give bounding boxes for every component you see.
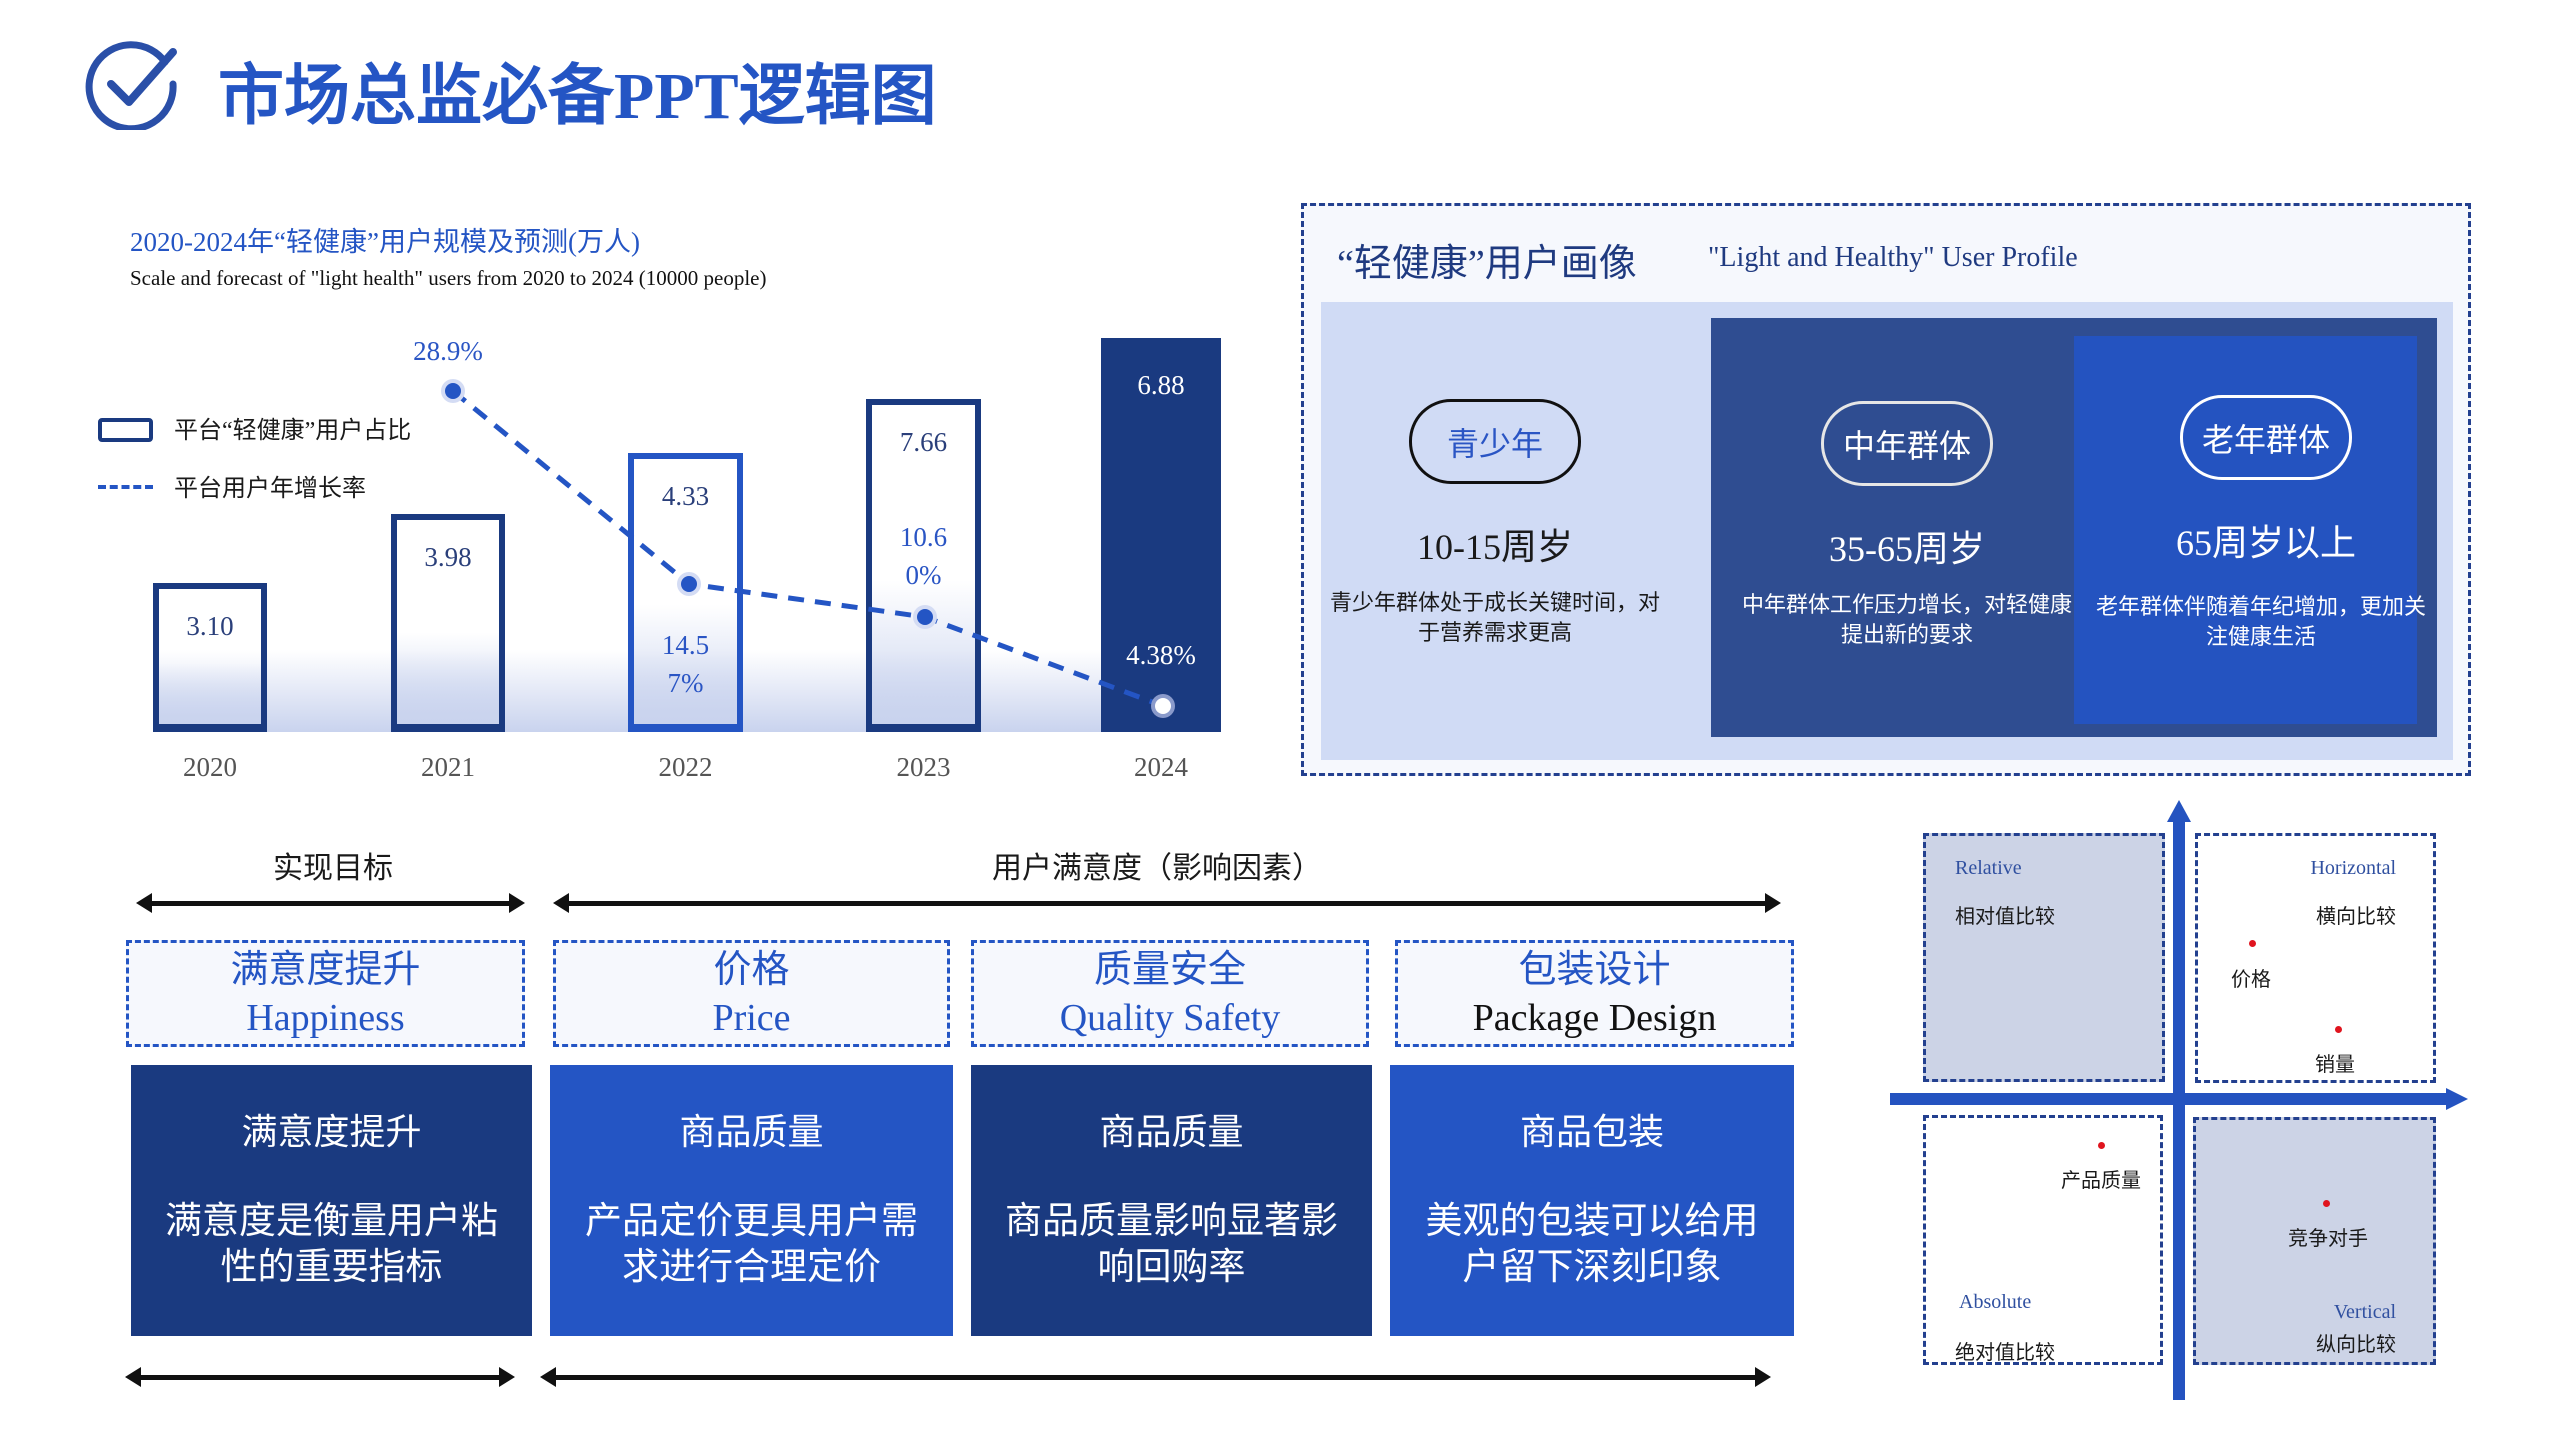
point-dot	[2335, 1026, 2342, 1033]
x-tick-label: 2020	[183, 752, 237, 782]
point-label: 产品质量	[2061, 1170, 2141, 1192]
factor-tag: 满意度提升 Happiness	[126, 940, 525, 1047]
line-point-halo	[441, 379, 465, 403]
bar-2021: 3.98	[391, 514, 505, 732]
quadrant-label-en: Absolute	[1959, 1291, 2032, 1313]
point-label: 竞争对手	[2288, 1228, 2368, 1250]
quadrant-label-cn: 横向比较	[2316, 906, 2396, 928]
chart-subtitle: Scale and forecast of "light health" use…	[130, 266, 767, 290]
bar-value-label: 7.66	[899, 427, 948, 457]
x-tick-label: 2023	[896, 752, 951, 782]
factor-card-title: 商品质量	[1099, 1112, 1244, 1152]
factor-card: 满意度提升满意度是衡量用户粘性的重要指标	[131, 1065, 532, 1336]
factor-tag: 价格 Price	[553, 940, 950, 1047]
factor-card: 商品质量商品质量影响显著影响回购率	[971, 1065, 1372, 1336]
factor-card: 商品包装美观的包装可以给用户留下深刻印象	[1390, 1065, 1794, 1336]
quadrant-absolute	[1923, 1115, 2163, 1365]
profile-title: “轻健康”用户画像	[1337, 243, 1637, 285]
quadrant-axes	[1890, 800, 2468, 1400]
factor-card-desc: 美观的包装可以给用户留下深刻印象	[1425, 1201, 1759, 1288]
factor-cn: 质量安全	[1093, 948, 1246, 991]
bar-2020: 3.10	[153, 583, 267, 732]
factor-card: 商品质量产品定价更具用户需求进行合理定价	[550, 1065, 953, 1336]
double-arrow	[540, 1367, 1771, 1387]
point-label: 销量	[2315, 1054, 2355, 1076]
factor-card-desc: 产品定价更具用户需求进行合理定价	[585, 1201, 918, 1288]
bar-value-label: 3.98	[424, 542, 472, 572]
quadrant-label-cn: 绝对值比较	[1955, 1342, 2055, 1364]
bar-value-label: 6.88	[1137, 370, 1185, 400]
page-title: 市场总监必备PPT逻辑图	[218, 60, 937, 133]
growth-rate-label: 28.9%	[413, 336, 483, 366]
group-age: 10-15周岁	[1417, 527, 1573, 567]
x-tick-label: 2024	[1134, 752, 1188, 782]
chart-title: 2020-2024年“轻健康”用户规模及预测(万人)	[130, 227, 640, 257]
factor-en: Quality Safety	[1059, 996, 1281, 1039]
growth-rate-label: 10.60%	[899, 522, 948, 590]
quadrant-label-en: Vertical	[2333, 1301, 2396, 1323]
legend-line-swatch	[98, 485, 153, 489]
double-arrow	[553, 893, 1781, 913]
x-tick-label: 2021	[421, 752, 475, 782]
quadrant-vertical	[2193, 1117, 2436, 1365]
quadrant-label-cn: 相对值比较	[1955, 906, 2055, 928]
profile-title-en: "Light and Healthy" User Profile	[1708, 242, 2078, 273]
quadrant-label-en: Horizontal	[2310, 857, 2396, 879]
factor-cn: 价格	[713, 948, 790, 991]
double-arrow	[136, 893, 525, 913]
check-circle-icon	[85, 41, 177, 130]
factor-en: Package Design	[1472, 996, 1717, 1039]
factor-tag: 质量安全 Quality Safety	[971, 940, 1369, 1047]
double-arrow	[125, 1367, 515, 1387]
goal-heading: 实现目标	[273, 852, 393, 885]
growth-rate-label: 14.57%	[661, 630, 710, 698]
legend-line-label: 平台用户年增长率	[174, 476, 366, 502]
point-dot	[2249, 940, 2256, 947]
group-age: 65周岁以上	[2175, 523, 2356, 563]
group-age: 35-65周岁	[1829, 529, 1985, 569]
factor-card-title: 商品质量	[679, 1112, 824, 1152]
factor-en: Happiness	[246, 996, 405, 1039]
line-point	[445, 383, 461, 399]
factor-en: Price	[712, 996, 791, 1039]
quadrant-label-en: Relative	[1955, 857, 2022, 879]
bar-value-label: 3.10	[186, 611, 234, 641]
group-desc: 青少年群体处于成长关键时间，对于营养需求更高	[1329, 590, 1660, 645]
factor-card-desc: 满意度是衡量用户粘性的重要指标	[165, 1201, 498, 1288]
factor-card-desc: 商品质量影响显著影响回购率	[1005, 1201, 1338, 1288]
group-desc: 老年群体伴随着年纪增加，更加关注健康生活	[2095, 594, 2426, 649]
group-pill-teen: 青少年	[1409, 399, 1581, 484]
satisfaction-heading: 用户满意度（影响因素）	[992, 852, 1322, 885]
legend-bar-swatch	[98, 418, 153, 442]
point-dot	[2323, 1200, 2330, 1207]
x-tick-label: 2022	[658, 752, 713, 782]
point-dot	[2098, 1142, 2105, 1149]
group-pill-middle: 中年群体	[1821, 401, 1993, 486]
quadrant-label-cn: 纵向比较	[2316, 1334, 2396, 1356]
legend-bar-label: 平台“轻健康”用户占比	[174, 418, 412, 444]
growth-rate-label: 4.38%	[1126, 640, 1196, 670]
bar-value-label: 4.33	[661, 481, 710, 511]
factor-cn: 满意度提升	[230, 948, 421, 991]
factor-tag: 包装设计 Package Design	[1395, 940, 1794, 1047]
factor-card-title: 商品包装	[1519, 1112, 1664, 1152]
group-pill-senior: 老年群体	[2180, 395, 2352, 480]
quadrant-relative	[1923, 833, 2165, 1082]
bar-2024: 6.88	[1101, 338, 1221, 732]
group-desc: 中年群体工作压力增长，对轻健康提出新的要求	[1741, 592, 2072, 647]
profile-senior-panel	[2074, 336, 2417, 724]
point-label: 价格	[2231, 969, 2271, 991]
factor-cn: 包装设计	[1518, 948, 1671, 991]
quadrant-horizontal	[2195, 833, 2436, 1083]
factor-card-title: 满意度提升	[241, 1112, 422, 1152]
